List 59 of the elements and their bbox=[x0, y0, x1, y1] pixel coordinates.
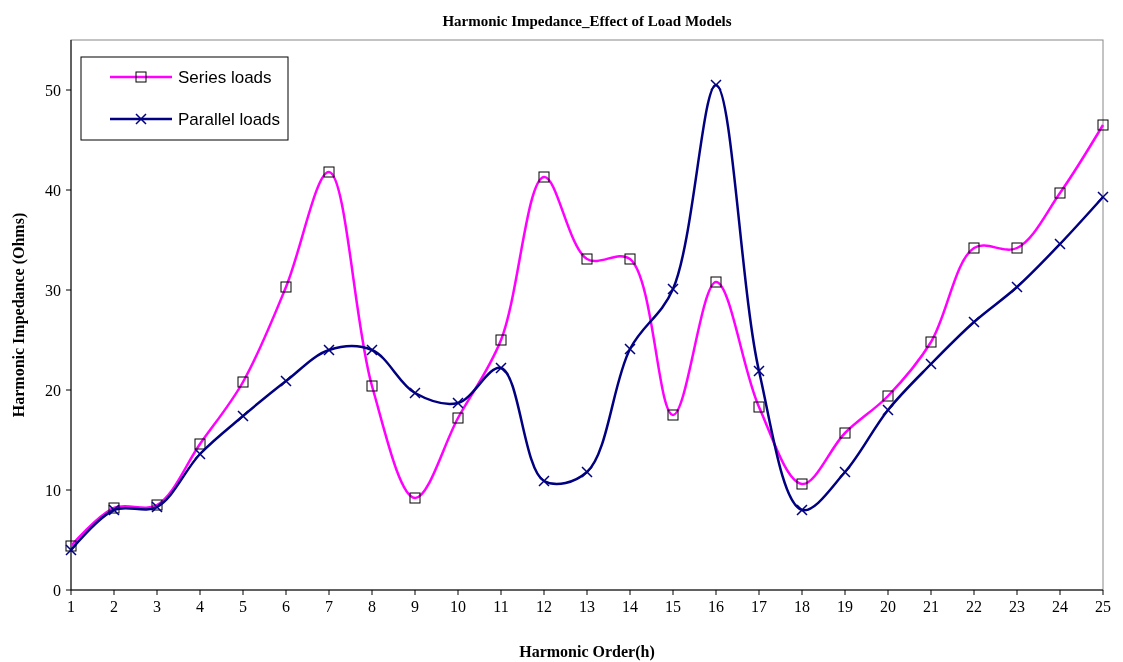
x-tick-label: 1 bbox=[67, 598, 75, 615]
point bbox=[495, 362, 507, 374]
legend-label: Parallel loads bbox=[178, 109, 281, 129]
x-axis-title: Harmonic Order(h) bbox=[519, 643, 655, 661]
point bbox=[753, 365, 765, 377]
x-tick-label: 14 bbox=[622, 598, 638, 615]
x-tick-label: 23 bbox=[1009, 598, 1025, 615]
y-axis-title: Harmonic Impedance (Ohms) bbox=[10, 212, 28, 418]
x-tick-label: 13 bbox=[579, 598, 595, 615]
x-tick-label: 9 bbox=[411, 598, 419, 615]
point bbox=[624, 343, 636, 355]
x-tick-label: 22 bbox=[966, 598, 982, 615]
x-tick-label: 12 bbox=[536, 598, 552, 615]
y-tick-label: 10 bbox=[45, 481, 61, 499]
point bbox=[968, 316, 980, 328]
point bbox=[323, 344, 335, 356]
x-tick-label: 19 bbox=[837, 598, 853, 615]
x-tick-label: 20 bbox=[880, 598, 896, 615]
y-tick-label: 20 bbox=[45, 381, 61, 399]
point bbox=[796, 504, 808, 516]
point bbox=[366, 344, 378, 356]
point bbox=[839, 466, 851, 478]
y-tick-label: 30 bbox=[45, 281, 61, 299]
point bbox=[237, 410, 249, 422]
x-tick-label: 18 bbox=[794, 598, 810, 615]
x-tick-label: 10 bbox=[450, 598, 466, 615]
x-tick-label: 24 bbox=[1052, 598, 1068, 615]
x-tick-label: 8 bbox=[368, 598, 376, 615]
legend-label: Series loads bbox=[178, 67, 272, 87]
x-tick-label: 3 bbox=[153, 598, 161, 615]
x-tick-label: 5 bbox=[239, 598, 247, 615]
point bbox=[538, 475, 550, 487]
point bbox=[1011, 281, 1023, 293]
point bbox=[710, 79, 722, 91]
y-tick-label: 40 bbox=[45, 181, 61, 199]
x-tick-label: 2 bbox=[110, 598, 118, 615]
x-tick-label: 15 bbox=[665, 598, 681, 615]
chart-title: Harmonic Impedance_Effect of Load Models bbox=[442, 13, 732, 29]
point bbox=[581, 466, 593, 478]
point bbox=[882, 404, 894, 416]
point bbox=[409, 387, 421, 399]
x-tick-label: 25 bbox=[1095, 598, 1111, 615]
x-tick-label: 4 bbox=[196, 598, 204, 615]
point bbox=[925, 358, 937, 370]
x-tick-label: 21 bbox=[923, 598, 939, 615]
y-tick-label: 50 bbox=[45, 81, 61, 99]
point bbox=[280, 375, 292, 387]
point bbox=[1097, 191, 1109, 203]
point bbox=[1054, 238, 1066, 250]
x-tick-label: 6 bbox=[282, 598, 290, 615]
point bbox=[452, 397, 464, 409]
x-tick-label: 17 bbox=[751, 598, 767, 615]
x-tick-label: 7 bbox=[325, 598, 333, 615]
point bbox=[194, 448, 206, 460]
point bbox=[65, 544, 77, 556]
y-tick-label: 0 bbox=[53, 581, 61, 599]
x-tick-label: 16 bbox=[708, 598, 724, 615]
x-tick-label: 11 bbox=[493, 598, 509, 615]
point bbox=[667, 283, 679, 295]
